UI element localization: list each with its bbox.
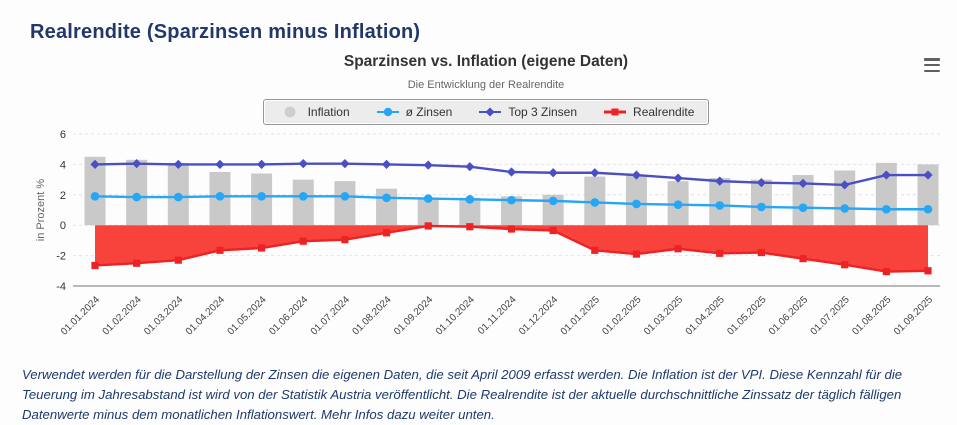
line-diamond-icon — [478, 105, 502, 119]
footer-note: Verwendet werden für die Darstellung der… — [22, 367, 903, 422]
svg-text:01.09.2025: 01.09.2025 — [892, 294, 935, 337]
line-square-icon — [603, 105, 627, 119]
legend-label: Inflation — [307, 105, 350, 119]
svg-text:01.06.2025: 01.06.2025 — [767, 294, 810, 337]
hamburger-icon — [924, 58, 940, 61]
chart-plot: 6 4 2 0 -2 -4 in Prozent % 01.01.202401.02.2024… — [35, 129, 940, 338]
svg-text:01.10.2024: 01.10.2024 — [434, 294, 477, 337]
svg-text:0: 0 — [60, 220, 66, 232]
chart-legend: Inflation ø Zinsen Top 3 Zinsen Realrend… — [30, 99, 942, 125]
svg-text:01.08.2025: 01.08.2025 — [850, 294, 893, 337]
line-circle-icon — [376, 105, 400, 119]
svg-text:01.07.2025: 01.07.2025 — [809, 294, 852, 337]
chart-title: Sparzinsen vs. Inflation (eigene Daten) — [343, 53, 629, 70]
svg-text:-4: -4 — [56, 281, 66, 293]
legend-item-realrendite[interactable]: Realrendite — [603, 105, 694, 119]
svg-text:01.02.2025: 01.02.2025 — [600, 294, 643, 337]
svg-text:01.12.2024: 01.12.2024 — [517, 294, 560, 337]
svg-text:01.09.2024: 01.09.2024 — [392, 294, 435, 337]
legend-item-top3-zinsen[interactable]: Top 3 Zinsen — [478, 105, 577, 119]
chart-subtitle: Die Entwicklung der Realrendite — [407, 79, 565, 91]
svg-text:01.06.2024: 01.06.2024 — [267, 294, 310, 337]
inflation-circle-icon — [278, 105, 302, 119]
svg-text:01.11.2024: 01.11.2024 — [476, 294, 519, 337]
svg-text:01.01.2024: 01.01.2024 — [59, 294, 102, 337]
svg-text:6: 6 — [60, 129, 66, 141]
chart-menu-button[interactable] — [922, 56, 942, 74]
svg-text:01.07.2024: 01.07.2024 — [309, 294, 352, 337]
legend-label: ø Zinsen — [405, 105, 453, 119]
svg-text:4: 4 — [60, 159, 66, 171]
svg-text:01.01.2025: 01.01.2025 — [559, 294, 602, 337]
legend-item-avg-zinsen[interactable]: ø Zinsen — [376, 105, 453, 119]
svg-text:01.03.2024: 01.03.2024 — [142, 294, 185, 337]
svg-text:01.05.2025: 01.05.2025 — [725, 294, 768, 337]
svg-text:in Prozent %: in Prozent % — [35, 179, 47, 242]
svg-text:01.03.2025: 01.03.2025 — [642, 294, 685, 337]
page-title: Realrendite (Sparzinsen minus Inflation) — [30, 21, 421, 44]
legend-label: Realrendite — [633, 105, 695, 119]
svg-text:-2: -2 — [56, 251, 66, 263]
svg-text:01.02.2024: 01.02.2024 — [101, 294, 144, 337]
svg-text:01.08.2024: 01.08.2024 — [350, 294, 393, 337]
svg-text:01.05.2024: 01.05.2024 — [226, 294, 269, 337]
svg-text:2: 2 — [60, 190, 66, 202]
legend-item-inflation[interactable]: Inflation — [278, 105, 350, 119]
legend-label: Top 3 Zinsen — [508, 105, 578, 119]
svg-text:01.04.2024: 01.04.2024 — [184, 294, 227, 337]
svg-text:01.04.2025: 01.04.2025 — [684, 294, 727, 337]
